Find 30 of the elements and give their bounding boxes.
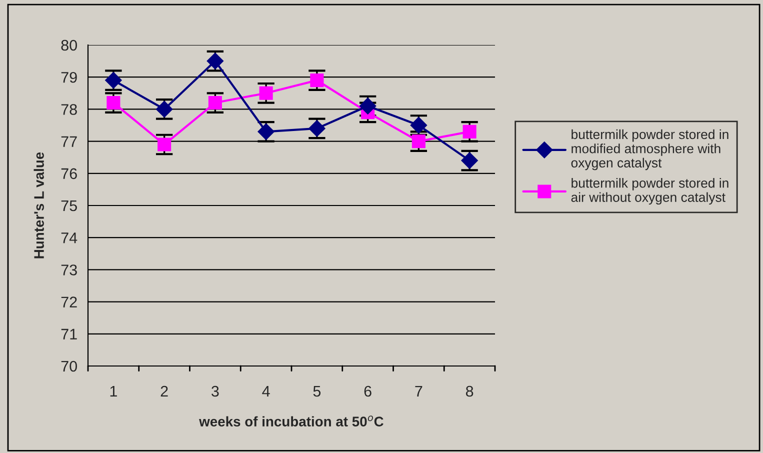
x-tick-label: 8: [466, 386, 474, 397]
x-tick-label: 7: [415, 386, 422, 397]
y-tick-label: 72: [61, 296, 77, 308]
y-tick-label: 76: [61, 168, 77, 180]
y-tick-label: 80: [61, 40, 77, 51]
x-axis-title: weeks of incubation at 50$^{o}$C: [199, 416, 384, 426]
x-tick-label: 1: [110, 386, 117, 397]
point: [462, 124, 476, 138]
point: [310, 74, 324, 88]
x-tick-label: 4: [262, 386, 270, 397]
x-tick-label: 2: [160, 386, 168, 397]
y-tick-label: 77: [61, 136, 77, 147]
x-tick-label: 6: [364, 386, 372, 397]
y-tick-label: 79: [61, 72, 77, 83]
y-tick-label: 75: [61, 200, 77, 212]
point: [158, 138, 172, 152]
point: [208, 96, 222, 110]
x-tick-label: 3: [212, 386, 219, 397]
y-axis-title: Hunter's L value: [34, 152, 44, 258]
y-tick-label: 71: [61, 328, 77, 340]
legend-label: buttermilk powder stored in modified atmosphere with oxygen catalyst: [571, 129, 728, 170]
y-tick-label: 74: [61, 232, 78, 244]
point: [106, 96, 120, 110]
x-tick-label: 5: [313, 386, 321, 397]
y-tick-label: 73: [61, 264, 77, 276]
point: [412, 134, 426, 148]
y-tick-label: 70: [61, 360, 77, 372]
y-tick-label: 78: [61, 104, 77, 115]
point: [259, 86, 273, 100]
legend-label: buttermilk powder stored in air without oxygen catalyst: [571, 178, 728, 205]
